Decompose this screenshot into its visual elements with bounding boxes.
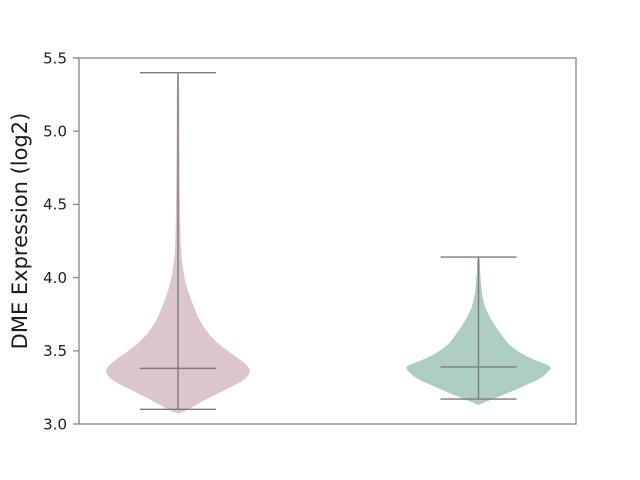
- y-tick-label: 4.5: [43, 196, 67, 214]
- y-axis: 3.0 3.5 4.0 4.5 5.0 5.5: [43, 49, 79, 433]
- y-tick-label: 5.0: [43, 123, 67, 141]
- plot-frame: [78, 57, 577, 425]
- y-axis-label: DME Expression (log2): [8, 113, 32, 350]
- y-tick-label: 4.0: [43, 269, 67, 287]
- y-tick-label: 3.0: [43, 415, 67, 433]
- violin-layer: [106, 71, 551, 414]
- y-tick-label: 3.5: [43, 342, 67, 360]
- y-tick-label: 5.5: [43, 49, 67, 67]
